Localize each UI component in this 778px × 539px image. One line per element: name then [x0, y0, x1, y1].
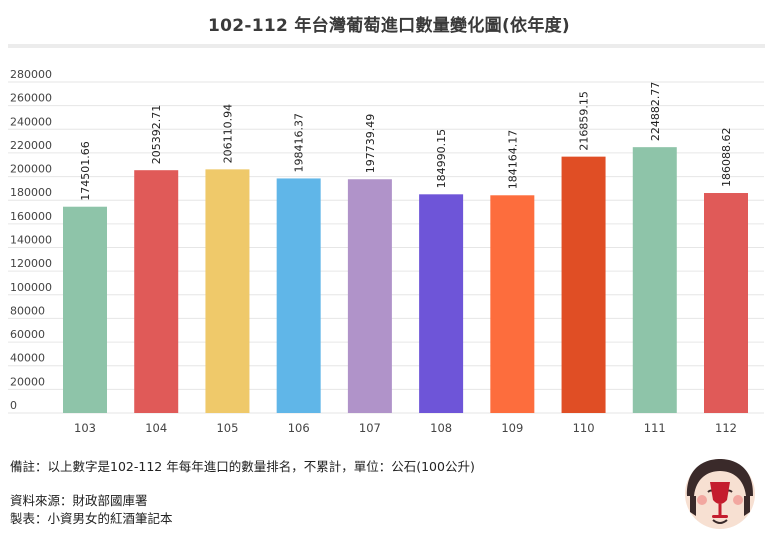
bar	[276, 178, 321, 413]
bar	[561, 156, 606, 413]
x-tick-label: 103	[74, 421, 96, 435]
x-tick-label: 106	[288, 421, 310, 435]
bar	[490, 195, 535, 413]
y-tick-label: 240000	[10, 115, 52, 128]
bar-value-label: 186088.62	[720, 128, 733, 187]
bar-value-label: 224882.77	[649, 82, 662, 141]
bar	[63, 206, 107, 413]
x-tick-label: 105	[216, 421, 238, 435]
y-tick-label: 200000	[10, 163, 52, 176]
wine-mascot-icon	[685, 459, 755, 529]
y-tick-label: 280000	[10, 68, 52, 81]
y-tick-label: 180000	[10, 186, 52, 199]
y-tick-label: 60000	[10, 328, 45, 341]
y-tick-label: 0	[10, 399, 17, 412]
footnote-source: 資料來源：財政部國庫署	[10, 493, 148, 508]
footnote-remark: 備註：以上數字是102-112 年每年進口的數量排名，不累計，單位：公石(100…	[10, 459, 475, 474]
y-tick-label: 220000	[10, 139, 52, 152]
bar-value-label: 174501.66	[79, 141, 92, 201]
footnotes: 備註：以上數字是102-112 年每年進口的數量排名，不累計，單位：公石(100…	[10, 458, 475, 528]
x-tick-label: 111	[644, 421, 666, 435]
x-tick-label: 112	[715, 421, 737, 435]
footnote-author: 製表：小資男女的紅酒筆記本	[10, 511, 173, 526]
y-tick-label: 120000	[10, 257, 52, 270]
y-tick-label: 80000	[10, 304, 45, 317]
bar-chart: 0 20000 40000 60000 80000 100000 120000 140000 1…	[8, 68, 764, 435]
y-tick-label: 100000	[10, 281, 52, 294]
bar-value-label: 198416.37	[293, 113, 306, 173]
bar-value-label: 216859.15	[578, 91, 591, 151]
bars	[63, 147, 748, 413]
chart-title: 102-112 年台灣葡萄進口數量變化圖(依年度)	[208, 16, 570, 36]
y-axis-tick-labels: 0 20000 40000 60000 80000 100000 120000 140000 1…	[10, 68, 52, 412]
bar	[632, 147, 677, 413]
x-axis-tick-labels: 103 104 105 106 107 108 109 110 111 112	[74, 421, 737, 435]
bar-value-label: 197739.49	[364, 114, 377, 174]
bar-value-label: 206110.94	[221, 104, 234, 164]
y-tick-label: 20000	[10, 375, 45, 388]
bar-value-label: 205392.71	[150, 105, 163, 165]
bar-value-label: 184164.17	[506, 130, 519, 190]
bar	[704, 193, 748, 413]
y-tick-label: 260000	[10, 92, 52, 105]
x-tick-label: 107	[359, 421, 381, 435]
title-divider	[8, 44, 765, 48]
x-tick-label: 109	[501, 421, 523, 435]
bar	[205, 169, 250, 413]
x-tick-label: 108	[430, 421, 452, 435]
bar-value-labels: 174501.66 205392.71 206110.94 198416.37 1977…	[79, 82, 733, 201]
bar-value-label: 184990.15	[435, 129, 448, 189]
y-tick-label: 140000	[10, 234, 52, 247]
y-tick-label: 160000	[10, 210, 52, 223]
bar	[347, 179, 392, 413]
bar	[419, 194, 464, 413]
bar	[134, 170, 179, 413]
x-tick-label: 104	[145, 421, 167, 435]
y-tick-label: 40000	[10, 352, 45, 365]
x-tick-label: 110	[573, 421, 595, 435]
